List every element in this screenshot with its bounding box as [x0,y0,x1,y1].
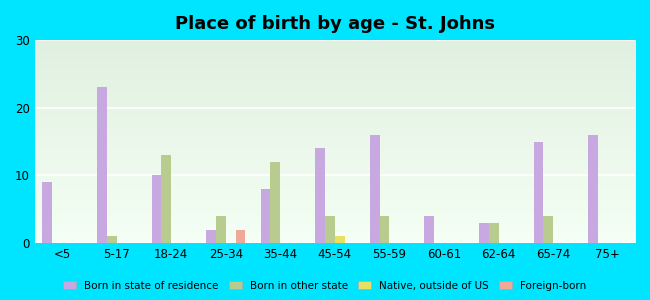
Bar [261,189,270,243]
Bar [235,230,245,243]
Bar [534,142,543,243]
Bar [543,216,553,243]
Bar [161,155,171,243]
Bar [335,236,344,243]
Bar [151,176,161,243]
Legend: Born in state of residence, Born in other state, Native, outside of US, Foreign-: Born in state of residence, Born in othe… [59,277,591,295]
Bar [216,216,226,243]
Bar [270,162,280,243]
Bar [206,230,216,243]
Bar [489,223,499,243]
Bar [588,135,598,243]
Bar [97,88,107,243]
Bar [42,182,52,243]
Bar [380,216,389,243]
Bar [315,148,325,243]
Title: Place of birth by age - St. Johns: Place of birth by age - St. Johns [175,15,495,33]
Bar [107,236,116,243]
Bar [479,223,489,243]
Bar [325,216,335,243]
Bar [424,216,434,243]
Bar [370,135,380,243]
